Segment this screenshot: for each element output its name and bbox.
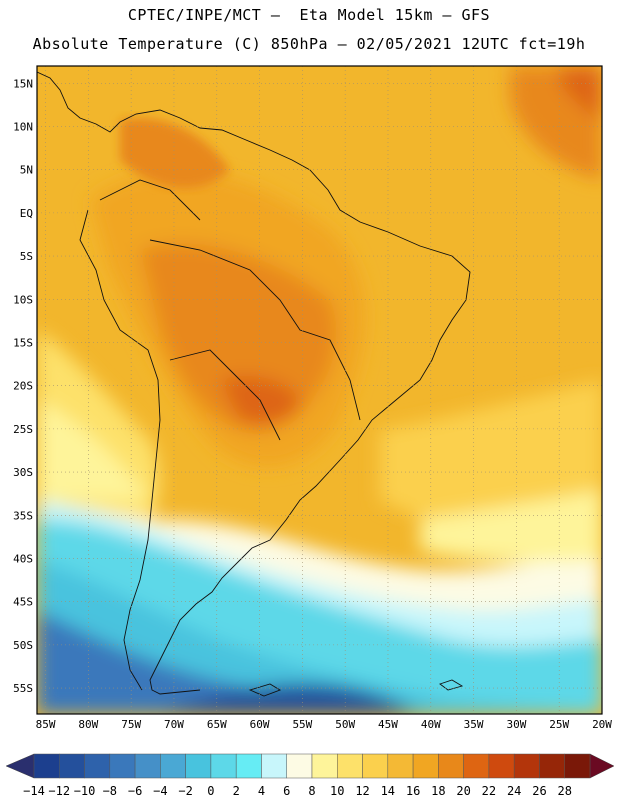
- title-line-2: Absolute Temperature (C) 850hPa – 02/05/…: [32, 35, 586, 53]
- colorbar-swatch: [286, 753, 313, 779]
- lat-label: 5S: [20, 250, 33, 263]
- lat-label: 20S: [13, 380, 33, 393]
- colorbar-swatch: [412, 753, 439, 779]
- colorbar-label: −2: [178, 784, 192, 798]
- colorbar-label: 18: [431, 784, 445, 798]
- colorbar-label: 28: [558, 784, 572, 798]
- colorbar-swatch: [59, 753, 85, 779]
- colorbar-label: 24: [507, 784, 521, 798]
- colorbar-swatch: [33, 753, 60, 779]
- lat-label: 15N: [13, 77, 33, 90]
- lat-label: 45S: [13, 596, 33, 609]
- temperature-field: [37, 66, 602, 714]
- colorbar-swatch: [337, 753, 363, 779]
- lon-label: 50W: [335, 718, 355, 731]
- map-gridlines: [37, 66, 602, 714]
- title-line-1: CPTEC/INPE/MCT – Eta Model 15km – GFS: [127, 6, 491, 24]
- map-frame: [36, 65, 603, 715]
- colorbar-swatch: [488, 753, 515, 779]
- colorbar-swatch: [311, 753, 338, 779]
- colorbar-label: 26: [532, 784, 546, 798]
- colorbar-swatch: [109, 753, 136, 779]
- lat-label: 55S: [13, 682, 33, 695]
- lat-label: 30S: [13, 466, 33, 479]
- colorbar-label: 16: [406, 784, 420, 798]
- lon-label: 25W: [549, 718, 569, 731]
- coastlines: [37, 71, 471, 697]
- lon-label: 30W: [506, 718, 526, 731]
- colorbar-swatch: [84, 753, 111, 779]
- colorbar-label: 14: [381, 784, 395, 798]
- lon-label: 40W: [421, 718, 441, 731]
- colorbar-label: 10: [330, 784, 344, 798]
- lat-label: EQ: [20, 207, 33, 220]
- colorbar-swatch: [261, 753, 287, 779]
- colorbar-arrow-high: [589, 753, 615, 779]
- colorbar-label: −14: [23, 784, 45, 798]
- lat-label: 50S: [13, 639, 33, 652]
- colorbar-label: −12: [48, 784, 70, 798]
- colorbar-swatch: [160, 753, 186, 779]
- lon-label: 65W: [207, 718, 227, 731]
- colorbar-label: −8: [103, 784, 117, 798]
- lat-label: 35S: [13, 509, 33, 522]
- colorbar-label: −6: [128, 784, 142, 798]
- latitude-labels: 15N 10N 5N EQ 5S 10S 15S 20S 25S 30S 35S 40S 45S 50S 5…: [13, 77, 33, 695]
- lon-label: 35W: [464, 718, 484, 731]
- lon-label: 75W: [121, 718, 141, 731]
- colorbar-label: 20: [456, 784, 470, 798]
- colorbar-label: 22: [482, 784, 496, 798]
- colorbar-label: 0: [207, 784, 214, 798]
- colorbar-label: −10: [74, 784, 96, 798]
- colorbar-arrow-low: [5, 753, 35, 779]
- colorbar-label: 2: [233, 784, 240, 798]
- colorbar: −14 −12 −10 −8 −6 −4 −2 0 2 4 6 8 10 12 14 16 18 20 22 24 26…: [5, 753, 615, 798]
- lon-label: 20W: [592, 718, 612, 731]
- lon-label: 55W: [292, 718, 312, 731]
- lon-label: 70W: [164, 718, 184, 731]
- colorbar-swatch: [387, 753, 414, 779]
- colorbar-swatch: [438, 753, 464, 779]
- longitude-labels: 85W 80W 75W 70W 65W 60W 55W 50W 45W 40W 35W 30W 25W 2…: [36, 718, 613, 731]
- lon-label: 80W: [78, 718, 98, 731]
- colorbar-swatch: [513, 753, 540, 779]
- lat-label: 5N: [20, 164, 33, 177]
- colorbar-swatch: [134, 753, 161, 779]
- colorbar-swatch: [185, 753, 212, 779]
- lon-label: 60W: [250, 718, 270, 731]
- lon-label: 85W: [36, 718, 56, 731]
- colorbar-label: 8: [308, 784, 315, 798]
- lon-label: 45W: [378, 718, 398, 731]
- colorbar-swatch: [210, 753, 237, 779]
- colorbar-label: −4: [153, 784, 167, 798]
- lat-label: 10N: [13, 120, 33, 133]
- lat-label: 40S: [13, 552, 33, 565]
- colorbar-swatch: [463, 753, 490, 779]
- colorbar-label: 4: [258, 784, 265, 798]
- colorbar-label: 6: [283, 784, 290, 798]
- colorbar-swatch: [235, 753, 262, 779]
- colorbar-swatch: [564, 753, 591, 779]
- lat-label: 10S: [13, 293, 33, 306]
- lat-label: 15S: [13, 336, 33, 349]
- colorbar-swatch: [539, 753, 565, 779]
- lat-label: 25S: [13, 423, 33, 436]
- colorbar-label: 12: [355, 784, 369, 798]
- colorbar-swatch: [362, 753, 389, 779]
